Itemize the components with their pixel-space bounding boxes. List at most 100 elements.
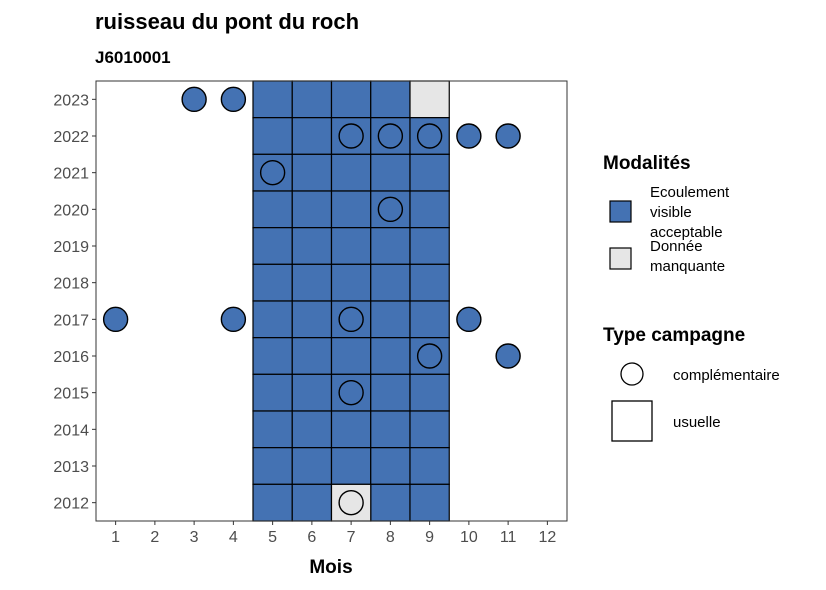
point-2020-8 [377, 196, 404, 223]
point-2017-7 [338, 306, 364, 333]
y-tick-label-2014: 2014 [53, 422, 89, 439]
tile-ecoulement-2018-6 [291, 263, 333, 302]
tile-ecoulement-2015-8 [370, 373, 411, 412]
legend-label-ecoulement-0: Ecoulement [650, 184, 730, 201]
tile-ecoulement-2018-8 [370, 263, 411, 302]
x-tick-label-3: 3 [190, 529, 199, 546]
tiles-layer [252, 80, 450, 522]
tile-ecoulement-2015-5 [252, 373, 293, 412]
tile-ecoulement-2017-6 [291, 300, 333, 339]
x-axis: 1 2 3 4 5 6 7 8 9 10 11 12 [111, 521, 556, 546]
point-2022-7 [338, 123, 364, 149]
tile-ecoulement-2021-7 [330, 153, 372, 192]
tile-ecoulement-2016-7 [330, 337, 372, 375]
tile-ecoulement-2014-7 [330, 410, 372, 449]
legend-modalites-title: Modalités [603, 153, 691, 174]
tile-ecoulement-2022-5 [252, 117, 293, 155]
y-tick-label-2021: 2021 [53, 166, 89, 183]
tile-ecoulement-2012-8 [370, 483, 411, 522]
tile-ecoulement-2021-6 [291, 153, 333, 192]
tile-ecoulement-2012-9 [409, 483, 450, 522]
tile-ecoulement-2020-6 [291, 190, 333, 229]
legend-label-circle: complémentaire [673, 367, 780, 384]
tile-ecoulement-2018-9 [409, 263, 450, 302]
point-2012-7 [338, 489, 364, 516]
tile-ecoulement-2015-6 [291, 373, 333, 412]
legend-key-manquante [609, 247, 632, 270]
tile-ecoulement-2013-9 [409, 447, 450, 485]
tile-ecoulement-2023-7 [330, 80, 372, 119]
tile-ecoulement-2012-5 [252, 483, 293, 522]
tile-ecoulement-2020-5 [252, 190, 293, 229]
tile-ecoulement-2018-7 [330, 263, 372, 302]
legend-label-square: usuelle [673, 414, 721, 431]
x-tick-label-10: 10 [460, 529, 478, 546]
tile-ecoulement-2017-8 [370, 300, 411, 339]
tile-ecoulement-2016-6 [291, 337, 333, 375]
x-tick-label-1: 1 [111, 529, 120, 546]
tile-ecoulement-2019-6 [291, 227, 333, 265]
y-tick-label-2020: 2020 [53, 202, 89, 219]
plot-area [95, 80, 568, 522]
x-tick-label-11: 11 [500, 529, 517, 546]
tile-ecoulement-2023-5 [252, 80, 293, 119]
tile-ecoulement-2013-5 [252, 447, 293, 485]
tile-ecoulement-2012-6 [291, 483, 333, 522]
tile-ecoulement-2022-6 [291, 117, 333, 155]
y-tick-label-2022: 2022 [53, 129, 89, 146]
tile-ecoulement-2019-5 [252, 227, 293, 265]
x-tick-label-7: 7 [347, 529, 356, 546]
tile-ecoulement-2013-8 [370, 447, 411, 485]
legend-label-ecoulement-1: visible [650, 204, 692, 221]
y-tick-label-2023: 2023 [53, 92, 89, 109]
x-axis-title: Mois [309, 557, 352, 578]
tile-ecoulement-2016-5 [252, 337, 293, 375]
point-2017-10 [456, 306, 482, 333]
tile-ecoulement-2023-6 [291, 80, 333, 119]
plot-border [95, 80, 568, 522]
y-tick-label-2018: 2018 [53, 276, 89, 293]
legend-key-circle [620, 362, 644, 386]
tile-ecoulement-2017-5 [252, 300, 293, 339]
x-tick-label-9: 9 [425, 529, 434, 546]
tile-ecoulement-2020-7 [330, 190, 372, 229]
point-2015-7 [338, 379, 364, 406]
tile-ecoulement-2020-9 [409, 190, 450, 229]
tile-ecoulement-2019-8 [370, 227, 411, 265]
y-tick-label-2017: 2017 [53, 312, 89, 329]
point-2016-11 [495, 343, 521, 369]
y-axis: 2012 2013 2014 2015 2016 2017 2018 2019 2020 2021… [53, 92, 96, 513]
tile-ecoulement-2014-9 [409, 410, 450, 449]
point-2017-4 [220, 306, 247, 333]
point-2017-1 [102, 306, 129, 333]
tile-ecoulement-2021-8 [370, 153, 411, 192]
x-tick-label-6: 6 [307, 529, 316, 546]
point-2022-9 [416, 123, 443, 149]
legend-modalites: Modalités Ecoulement visible acceptableDon… [603, 153, 730, 275]
tile-ecoulement-2017-9 [409, 300, 450, 339]
legend-type-campagne: Type campagne complémentaire usuelle [603, 325, 780, 442]
point-2021-5 [259, 159, 286, 186]
points-layer [102, 86, 521, 516]
chart-subtitle: J6010001 [95, 48, 171, 67]
tile-ecoulement-2019-7 [330, 227, 372, 265]
point-2016-9 [416, 343, 443, 369]
legend-type-title: Type campagne [603, 325, 745, 346]
point-2022-11 [495, 123, 521, 149]
y-tick-label-2015: 2015 [53, 386, 89, 403]
legend-label-manquante-0: Donnée [650, 238, 703, 255]
x-tick-label-2: 2 [150, 529, 159, 546]
x-tick-label-4: 4 [229, 529, 238, 546]
legend-key-ecoulement [609, 200, 632, 223]
y-tick-label-2019: 2019 [53, 239, 89, 256]
y-tick-label-2016: 2016 [53, 349, 89, 366]
y-tick-label-2012: 2012 [53, 496, 89, 513]
y-tick-label-2013: 2013 [53, 459, 89, 476]
tile-ecoulement-2014-6 [291, 410, 333, 449]
tile-ecoulement-2014-5 [252, 410, 293, 449]
legend-label-ecoulement-2: acceptable [650, 224, 723, 241]
point-2022-10 [456, 123, 482, 149]
tile-ecoulement-2014-8 [370, 410, 411, 449]
point-2022-8 [377, 123, 404, 149]
